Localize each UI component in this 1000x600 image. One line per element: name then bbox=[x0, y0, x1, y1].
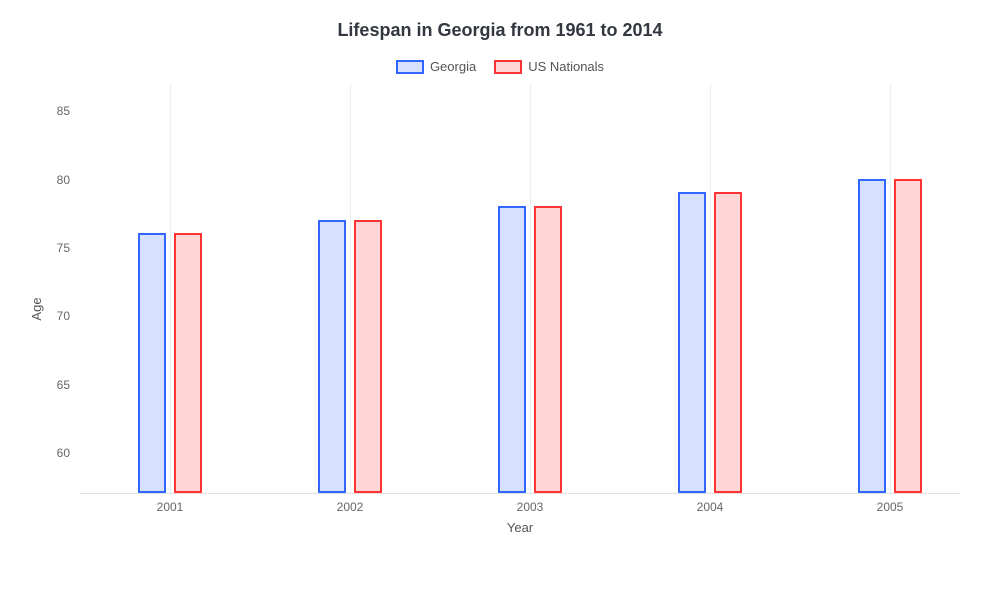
legend-swatch-georgia bbox=[396, 60, 424, 74]
grid-line bbox=[350, 84, 351, 493]
legend-label-usnationals: US Nationals bbox=[528, 59, 604, 74]
chart-title: Lifespan in Georgia from 1961 to 2014 bbox=[20, 20, 980, 41]
legend-item-usnationals[interactable]: US Nationals bbox=[494, 59, 604, 74]
x-axis-label: Year bbox=[507, 520, 533, 535]
bar[interactable] bbox=[318, 220, 346, 493]
legend-label-georgia: Georgia bbox=[430, 59, 476, 74]
legend-swatch-usnationals bbox=[494, 60, 522, 74]
bar[interactable] bbox=[714, 192, 742, 493]
legend: Georgia US Nationals bbox=[20, 59, 980, 74]
grid-line bbox=[890, 84, 891, 493]
grid-line bbox=[530, 84, 531, 493]
y-tick-label: 65 bbox=[40, 378, 70, 392]
bar[interactable] bbox=[498, 206, 526, 493]
bar[interactable] bbox=[678, 192, 706, 493]
x-tick-label: 2001 bbox=[157, 500, 184, 514]
bar[interactable] bbox=[858, 179, 886, 493]
y-tick-label: 60 bbox=[40, 446, 70, 460]
plot-wrapper: Age 606570758085 Year 200120022003200420… bbox=[80, 84, 960, 534]
y-tick-label: 70 bbox=[40, 309, 70, 323]
bar[interactable] bbox=[354, 220, 382, 493]
bar[interactable] bbox=[534, 206, 562, 493]
grid-line bbox=[170, 84, 171, 493]
bar[interactable] bbox=[174, 233, 202, 493]
chart-container: Lifespan in Georgia from 1961 to 2014 Ge… bbox=[0, 0, 1000, 600]
legend-item-georgia[interactable]: Georgia bbox=[396, 59, 476, 74]
y-tick-label: 85 bbox=[40, 104, 70, 118]
y-tick-label: 75 bbox=[40, 241, 70, 255]
y-tick-label: 80 bbox=[40, 173, 70, 187]
plot-area: 606570758085 bbox=[80, 84, 960, 494]
bar[interactable] bbox=[894, 179, 922, 493]
bar[interactable] bbox=[138, 233, 166, 493]
grid-line bbox=[710, 84, 711, 493]
x-tick-label: 2003 bbox=[517, 500, 544, 514]
x-tick-label: 2005 bbox=[877, 500, 904, 514]
x-tick-label: 2002 bbox=[337, 500, 364, 514]
x-tick-label: 2004 bbox=[697, 500, 724, 514]
